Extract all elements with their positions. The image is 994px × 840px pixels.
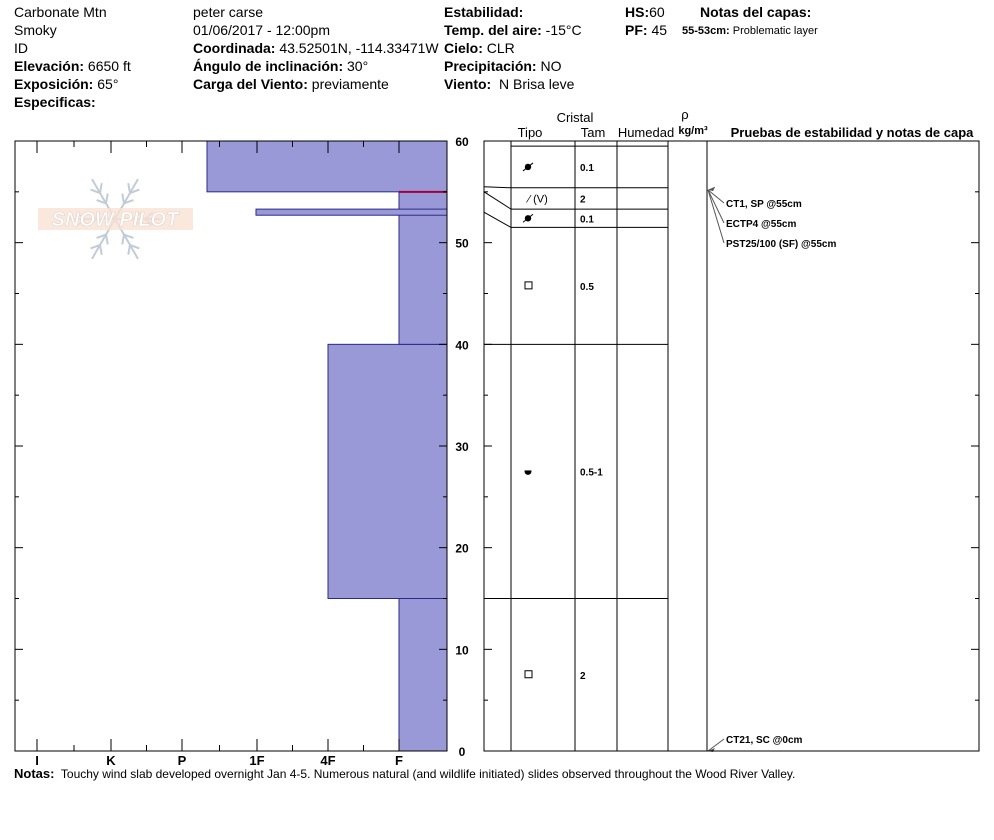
test-pointer [707,189,725,244]
layer-connector [483,186,512,189]
hardness-label-P: P [178,753,187,768]
observer: peter carse [193,4,264,20]
layer-notes-title: Notas del capas: [700,4,812,20]
air-temp: Temp. del aire: -15°C [444,22,582,38]
hardness-label-1F: 1F [249,753,264,768]
hardness-layer-3 [255,208,448,216]
hardness-label-K: K [106,753,116,768]
col-tipo: Tipo [518,125,543,140]
hardness-label-I: I [35,753,39,768]
hardness-layer-4 [206,140,448,193]
crystal-type-dendrite-icon [522,162,534,172]
stability-test-0: CT1, SP @55cm [726,199,802,210]
crystal-size-5: 0.1 [580,163,594,174]
logo-text: SNOW PILOT [52,209,180,231]
test-pointer [707,189,725,224]
col-rho: ρ [681,107,688,122]
layer-table-frame [483,140,980,752]
stability-test-3: CT21, SC @0cm [726,735,803,746]
elevation: Elevación: 6650 ft [14,58,131,74]
crystal-type-rounded-icon [524,467,532,475]
state: ID [14,40,28,56]
crystal-size-3: 0.1 [580,214,594,225]
arrow-icon [708,186,715,191]
wind: Viento: N Brisa leve [444,76,575,92]
hardness-label-F: F [395,753,403,768]
crystal-type-surface-hoar-icon: ⁄ (V) [525,193,548,205]
depth-label-50: 50 [455,237,469,251]
specifics: Especificas: [14,94,96,110]
depth-label-40: 40 [455,338,469,352]
datetime: 01/06/2017 - 12:00pm [193,22,330,38]
snowpilot-logo: SNOW PILOT [38,178,193,260]
crystal-size-2: 0.5 [580,282,594,293]
hardness-profile-plot: I K P 1F 4F F [35,140,448,768]
depth-label-20: 20 [455,542,469,556]
crystal-type-square-icon [524,281,533,290]
penetration: PF: 45 [625,22,668,38]
layer-connector [483,191,512,210]
depth-label-30: 30 [455,440,469,454]
col-humedad: Humedad [618,125,674,140]
crystal-type-dendrite-icon [522,213,534,223]
coordinates: Coordinada: 43.52501N, -114.33471W [193,40,439,56]
depth-label-10: 10 [455,643,469,657]
wind-loading: Carga del Viento: previamente [193,76,389,92]
test-pointer [707,738,725,752]
hardness-layer-0 [398,598,448,752]
stability: Estabilidad: [444,4,524,20]
depth-axis: 0 10 20 30 40 50 60 [15,135,979,759]
test-pointer [707,189,725,204]
col-tests: Pruebas de estabilidad y notas de capa [731,125,975,140]
stability-test-2: PST25/100 (SF) @55cm [726,239,836,250]
depth-label-0: 0 [459,745,466,759]
sky: Cielo: CLR [444,40,515,56]
snowflake-icon [69,178,161,260]
hardness-layer-2 [398,191,448,345]
layer-connector [483,211,512,228]
location: Carbonate Mtn [14,4,107,20]
slope-angle: Ángulo de inclinación: 30° [193,58,369,74]
depth-label-60: 60 [455,135,469,149]
hardness-layer-1 [327,343,448,600]
aspect: Exposición: 65° [14,76,119,92]
snow-height: HS:60 [625,4,665,20]
svg-text:⁄ (V): ⁄ (V) [525,193,548,205]
layer-note: 55-53cm: Problematic layer [682,25,818,37]
notes: Notas: Touchy wind slab developed overni… [14,766,796,781]
range: Smoky [14,22,57,38]
col-tam: Tam [581,125,606,140]
crystal-size-4: 2 [580,194,586,205]
layer-table: 2 0.5-1 0.5 0.1 ⁄ (V) 2 0.1 CT1, SP @55cm ECTP4 … [483,141,836,752]
crystal-size-1: 0.5-1 [580,467,603,478]
col-cristal: Cristal [557,110,594,125]
precipitation: Precipitación: NO [444,58,562,74]
stability-test-1: ECTP4 @55cm [726,219,796,230]
crystal-size-0: 2 [580,671,586,682]
hardness-label-4F: 4F [320,753,335,768]
col-density-unit: kg/m³ [678,125,708,137]
crystal-type-square-icon [524,670,533,679]
